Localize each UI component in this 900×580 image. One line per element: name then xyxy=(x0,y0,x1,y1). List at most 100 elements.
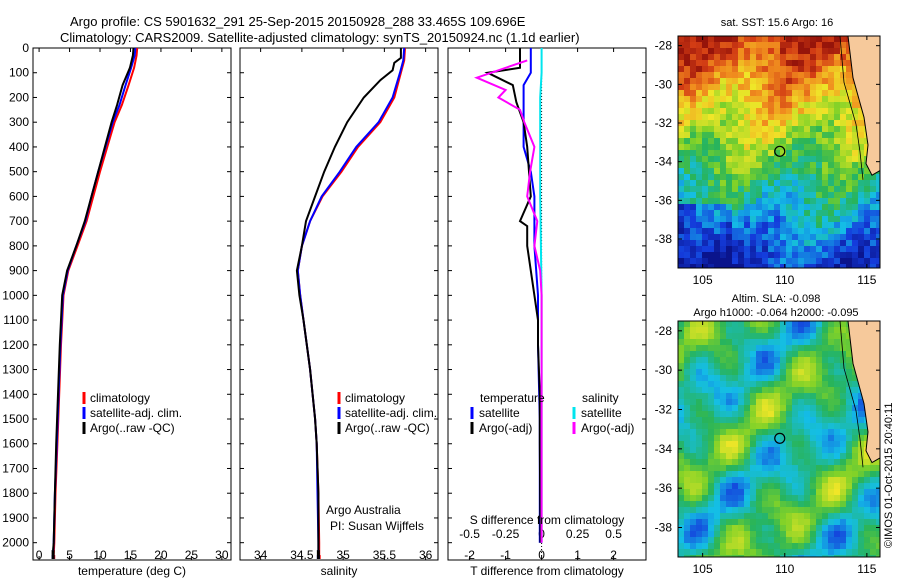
map-cell xyxy=(732,555,739,557)
map-cell xyxy=(684,363,691,370)
map-cell xyxy=(846,429,853,436)
map-cell xyxy=(864,477,871,484)
map-cell xyxy=(684,543,691,550)
map-cell xyxy=(828,66,835,73)
map-cell xyxy=(696,387,703,394)
map-cell xyxy=(780,411,787,418)
map-cell xyxy=(780,513,787,520)
map-cell xyxy=(756,471,763,478)
map-cell xyxy=(720,210,727,217)
map-cell xyxy=(852,453,859,460)
map-cell xyxy=(750,363,757,370)
map-cell xyxy=(726,501,733,508)
series-group xyxy=(51,48,139,559)
map-cell xyxy=(720,234,727,241)
map-cell xyxy=(762,477,769,484)
map-cell xyxy=(810,102,817,109)
map-cell xyxy=(684,234,691,241)
map-cell xyxy=(732,513,739,520)
map-cell xyxy=(726,519,733,526)
map-cell xyxy=(822,126,829,133)
sla-map-title-2: Argo h1000: -0.064 h2000: -0.095 xyxy=(693,307,858,319)
map-cell xyxy=(846,351,853,358)
map-cell xyxy=(720,240,727,247)
map-cell xyxy=(756,48,763,55)
map-cell xyxy=(690,96,697,103)
map-cell xyxy=(768,180,775,187)
map-cell xyxy=(804,393,811,400)
map-cell xyxy=(738,96,745,103)
map-cell xyxy=(798,351,805,358)
map-cell xyxy=(876,525,880,532)
map-cell xyxy=(780,246,787,253)
map-cell xyxy=(864,483,871,490)
map-cell xyxy=(822,399,829,406)
map-cell xyxy=(744,555,751,557)
map-cell xyxy=(780,156,787,163)
map-cell xyxy=(708,48,715,55)
map-cell xyxy=(690,132,697,139)
map-cell xyxy=(732,321,739,328)
map-cell xyxy=(726,465,733,472)
map-cell xyxy=(714,186,721,193)
map-cell xyxy=(780,66,787,73)
map-cell xyxy=(810,435,817,442)
map-cell xyxy=(774,351,781,358)
map-cell xyxy=(828,258,835,265)
map-cell xyxy=(834,48,841,55)
map-cell xyxy=(774,483,781,490)
map-cell xyxy=(816,222,823,229)
map-cell xyxy=(816,435,823,442)
map-cell xyxy=(828,321,835,328)
map-cell xyxy=(702,174,709,181)
map-cell xyxy=(828,150,835,157)
map-cell xyxy=(690,192,697,199)
map-cell xyxy=(720,78,727,85)
map-cell xyxy=(768,168,775,175)
map-cell xyxy=(684,525,691,532)
map-cell xyxy=(840,234,847,241)
map-cell xyxy=(834,351,841,358)
map-cell xyxy=(762,321,769,328)
map-cell xyxy=(696,507,703,514)
map-cell xyxy=(852,549,859,556)
map-cell xyxy=(726,387,733,394)
map-cell xyxy=(714,393,721,400)
map-cell xyxy=(726,333,733,340)
map-cell xyxy=(690,90,697,97)
map-cell xyxy=(834,162,841,169)
map-cell xyxy=(690,453,697,460)
map-cell xyxy=(858,393,865,400)
map-cell xyxy=(834,216,841,223)
map-cell xyxy=(798,60,805,67)
map-cell xyxy=(846,549,853,556)
map-cell xyxy=(810,375,817,382)
map-cell xyxy=(678,339,685,346)
map-cell xyxy=(678,108,685,115)
map-cell xyxy=(696,363,703,370)
map-cell xyxy=(852,459,859,466)
map-cell xyxy=(720,435,727,442)
map-cell xyxy=(822,351,829,358)
map-cell xyxy=(834,531,841,538)
map-cell xyxy=(840,321,847,328)
map-cell xyxy=(876,495,880,502)
map-cell xyxy=(792,78,799,85)
map-cell xyxy=(822,393,829,400)
map-cell xyxy=(738,168,745,175)
map-cell xyxy=(780,102,787,109)
map-cell xyxy=(726,543,733,550)
map-cell xyxy=(744,423,751,430)
map-cell xyxy=(816,417,823,424)
map-cell xyxy=(822,162,829,169)
map-cell xyxy=(846,240,853,247)
map-cell xyxy=(756,156,763,163)
map-cell xyxy=(774,96,781,103)
legend-label: satellite-adj. clim. xyxy=(90,406,182,420)
map-cell xyxy=(708,465,715,472)
map-cell xyxy=(768,78,775,85)
map-cell xyxy=(702,411,709,418)
map-cell xyxy=(810,369,817,376)
map-cell xyxy=(696,369,703,376)
